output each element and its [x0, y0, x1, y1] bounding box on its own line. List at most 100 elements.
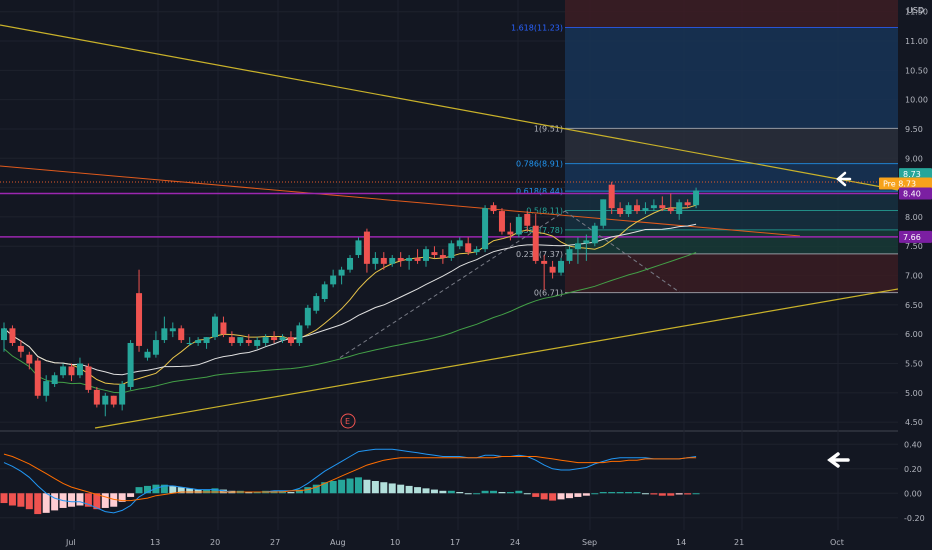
candle-body — [136, 293, 143, 346]
macd-histogram-bar — [498, 492, 506, 494]
macd-histogram-bar — [414, 487, 422, 494]
candle-body — [313, 296, 320, 311]
candle-body — [262, 337, 269, 343]
candle-body — [76, 363, 83, 376]
candle-body — [515, 216, 522, 235]
candle-body — [330, 275, 337, 285]
macd-histogram-bar — [346, 478, 354, 494]
macd-histogram-bar — [321, 482, 329, 494]
candle-body — [220, 322, 227, 335]
macd-histogram-bar — [194, 489, 202, 494]
macd-histogram-bar — [658, 493, 666, 496]
candle-body — [532, 225, 539, 261]
macd-histogram-bar — [591, 493, 599, 495]
candle-body — [321, 284, 328, 300]
macd-histogram-bar — [464, 493, 472, 495]
candle-body — [254, 340, 261, 346]
fib-anchor-line — [564, 210, 681, 293]
fib-zone — [565, 163, 898, 192]
candle-body — [380, 257, 387, 264]
macd-histogram-bar — [253, 492, 261, 494]
fib-zone — [565, 191, 898, 211]
candle-body — [574, 243, 581, 250]
candle-body — [659, 205, 666, 209]
macd-histogram-bar — [203, 489, 211, 494]
macd-histogram-bar — [143, 485, 151, 494]
price-tick-label: 8.00 — [905, 213, 923, 222]
candle-body — [51, 375, 58, 385]
candle-body — [439, 255, 446, 258]
time-axis[interactable]: Jul 13 20 27 Aug 10 17 24 Sep 14 21 Oct — [65, 538, 844, 547]
candle-body — [406, 257, 413, 261]
macd-histogram-bar — [540, 493, 548, 500]
fib-anchor-line — [339, 210, 566, 359]
candle-body — [296, 325, 303, 343]
macd-histogram-bar — [565, 493, 573, 499]
arrow-left-icon[interactable] — [836, 171, 852, 187]
macd-histogram-bar — [490, 490, 498, 494]
macd-histogram-bar — [532, 493, 540, 497]
macd-histogram-bar — [76, 493, 84, 506]
candle-body — [152, 340, 159, 355]
macd-histogram-bar — [692, 493, 700, 495]
macd-histogram-bar — [447, 490, 455, 494]
trend-lines — [0, 24, 899, 429]
fib-level-label: 0(6.71) — [534, 289, 563, 298]
candle-body — [363, 231, 370, 264]
macd-histogram-bar — [152, 484, 160, 494]
fib-zone-top — [565, 0, 898, 28]
candle-body — [693, 190, 700, 206]
panel-divider — [0, 430, 932, 432]
price-tick-label: 10.00 — [905, 96, 928, 105]
candle-body — [228, 337, 235, 343]
candle-body — [625, 205, 632, 214]
candle-body — [676, 202, 683, 214]
candle-body — [279, 337, 286, 341]
macd-histogram-bar — [650, 493, 658, 495]
price-axis[interactable]: 11.5011.0010.5010.009.509.008.508.007.50… — [879, 0, 932, 550]
fib-zone — [565, 128, 898, 164]
fib-level-label: 0.5(8.11) — [526, 206, 563, 215]
macd-histogram-bar — [439, 490, 447, 494]
macd-histogram-bar — [25, 493, 33, 510]
macd-histogram-bar — [667, 493, 675, 496]
candle-body — [591, 225, 598, 244]
fib-level-label: 0.786(8.91) — [516, 160, 563, 169]
time-tick-label: 14 — [676, 538, 686, 547]
macd-histogram-bar — [135, 487, 143, 494]
macd-histogram-bar — [608, 492, 616, 494]
price-tick-label: 11.00 — [905, 37, 928, 46]
candle-body — [423, 249, 429, 261]
time-tick-label: 24 — [510, 538, 520, 547]
candle-body — [127, 342, 134, 387]
candle-body — [169, 328, 176, 332]
macd-line — [3, 448, 697, 514]
candle-body — [642, 208, 649, 212]
macd-histogram-bar — [169, 485, 177, 494]
candle-body — [667, 208, 674, 212]
candle-body — [60, 366, 67, 376]
candle-body — [566, 249, 573, 261]
macd-histogram-bar — [287, 492, 295, 494]
candle-body — [608, 184, 615, 209]
arrow-left-icon[interactable] — [827, 452, 850, 468]
candle-body — [102, 395, 109, 405]
price-tick-label: 11.50 — [905, 8, 928, 17]
time-tick-label: 20 — [210, 538, 220, 547]
candle-body — [34, 360, 41, 396]
macd-histogram-bar — [329, 481, 337, 494]
macd-tick-label: 0.00 — [904, 489, 922, 498]
macd-histogram-bar — [101, 493, 109, 508]
macd-histogram-bar — [42, 493, 50, 513]
price-badge — [899, 187, 932, 200]
candles — [1, 181, 700, 417]
candle-body — [490, 205, 497, 212]
fib-level-label: 0.618(8.44) — [516, 187, 563, 196]
candle-body — [389, 257, 396, 264]
candle-body — [684, 202, 691, 206]
time-tick-label: 13 — [150, 538, 160, 547]
macd-histogram-bar — [245, 492, 253, 494]
candle-body — [178, 328, 185, 341]
candle-body — [650, 205, 657, 209]
